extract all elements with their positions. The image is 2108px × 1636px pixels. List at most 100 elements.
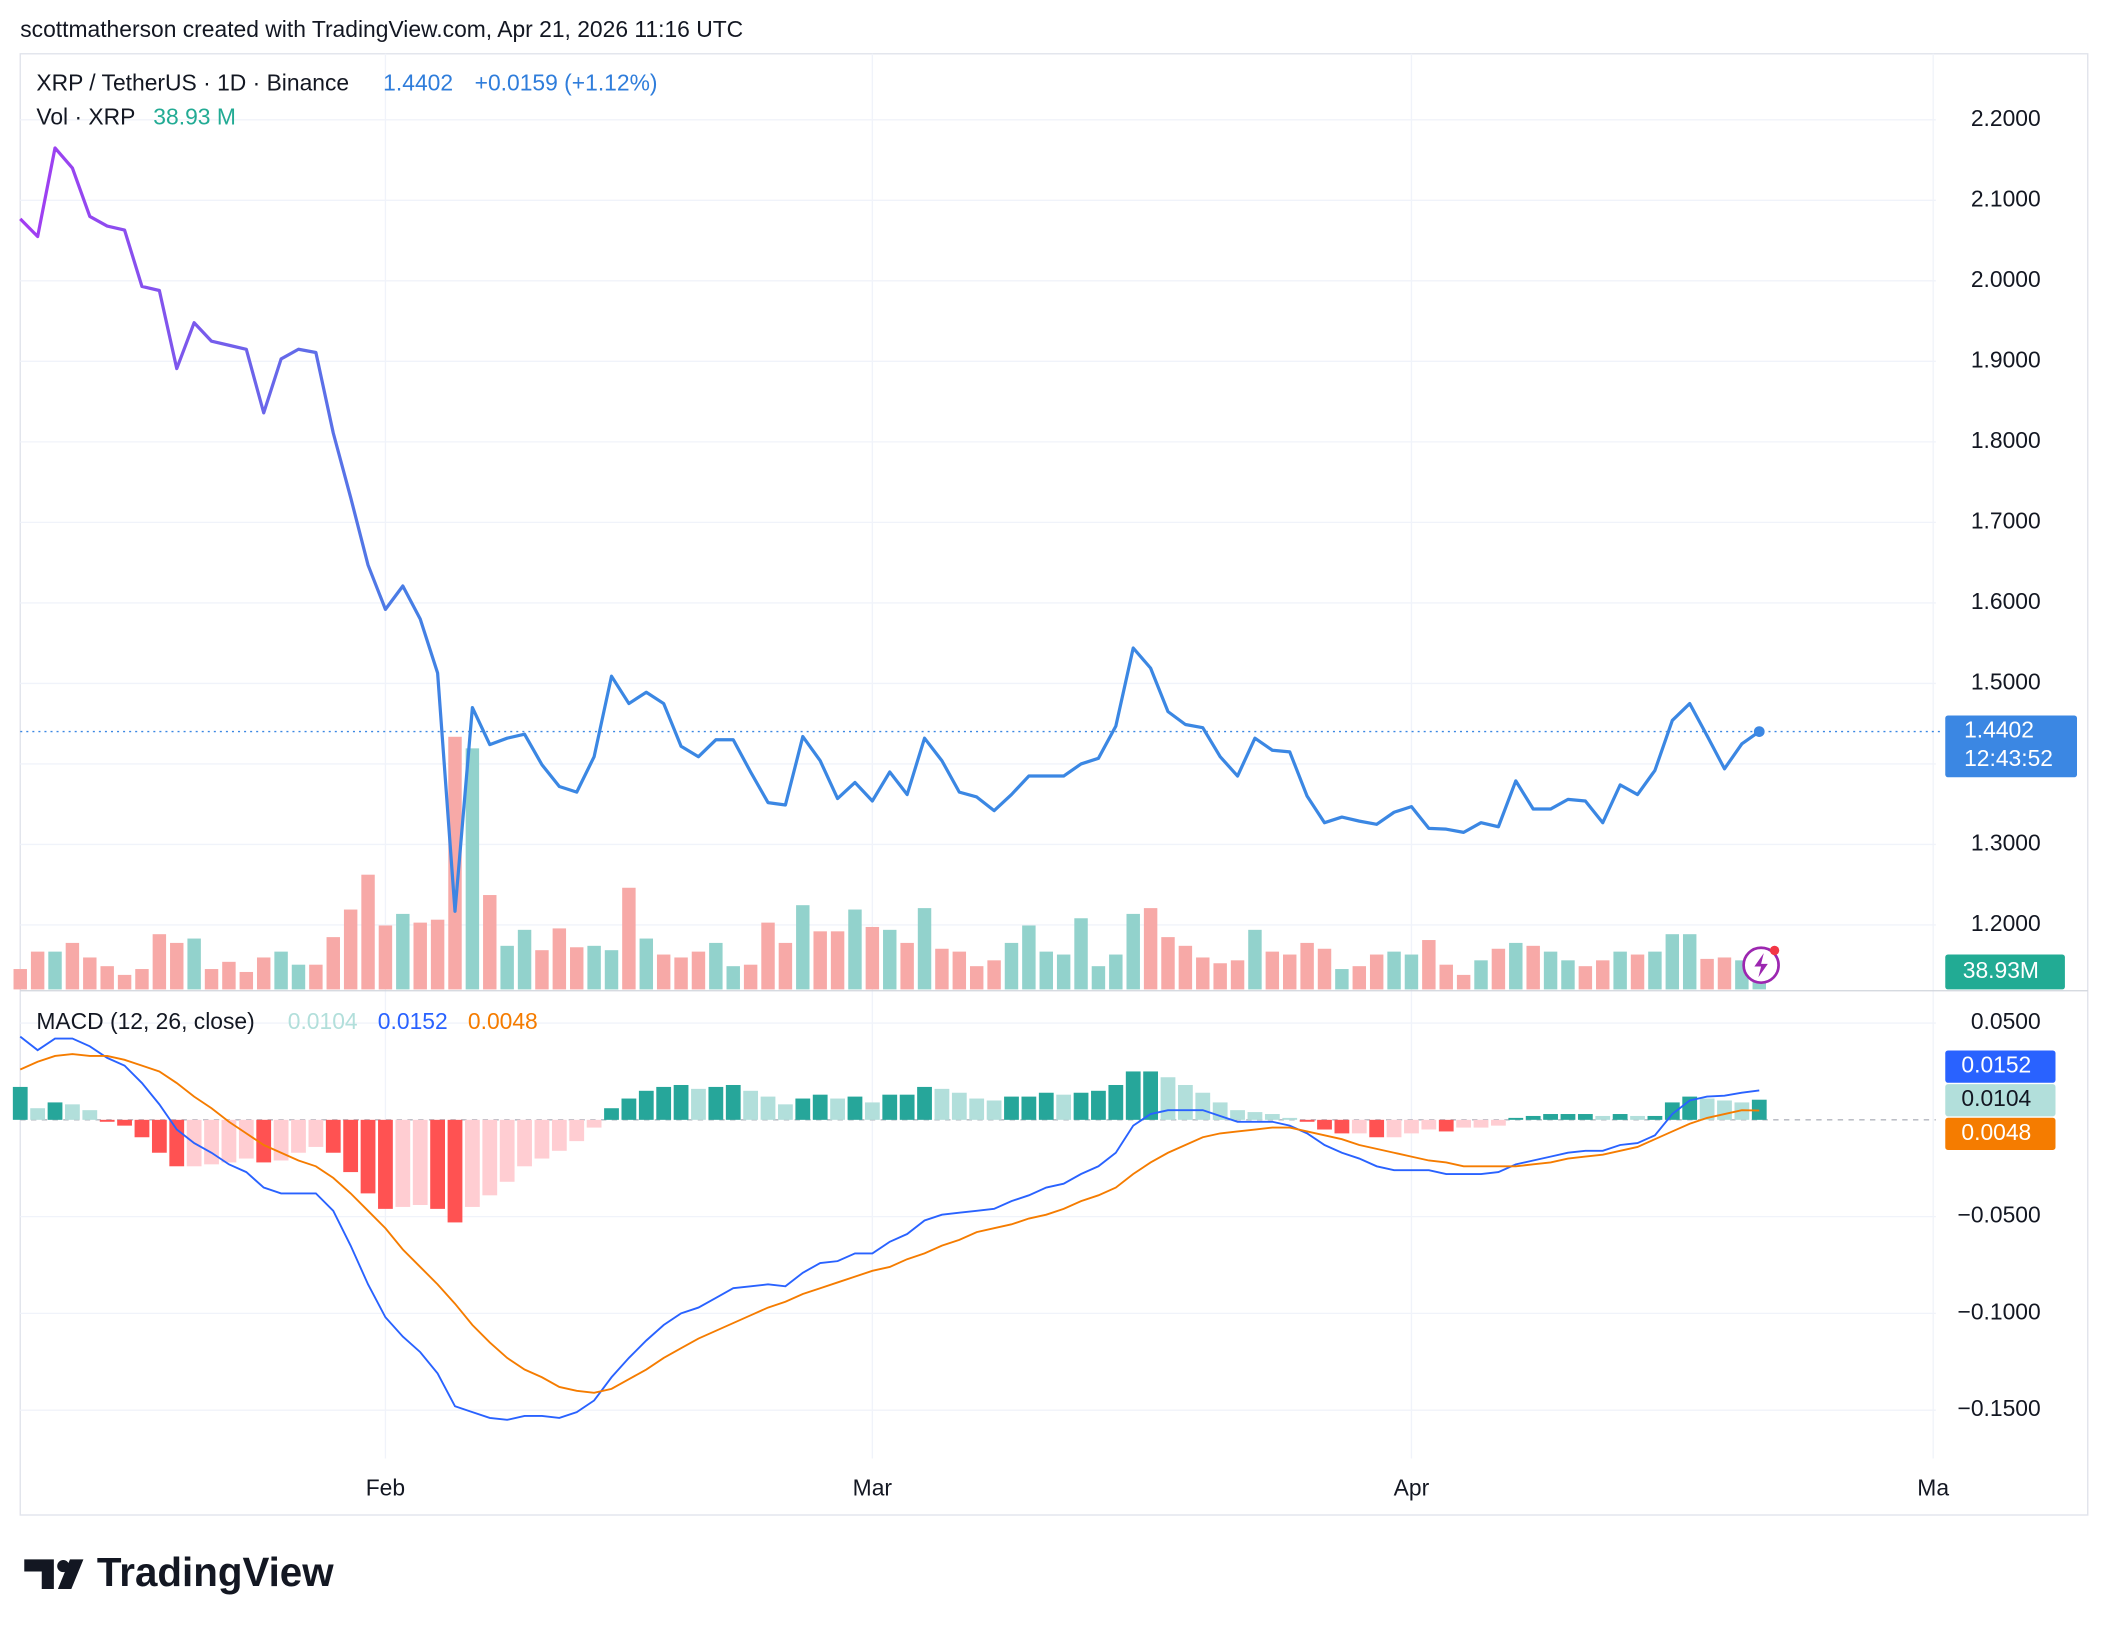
- macd-histogram-bar: [412, 1119, 428, 1205]
- alert-icon-bolt: [1754, 953, 1768, 978]
- attribution: scottmatherson created with TradingView.…: [20, 16, 743, 42]
- volume-bar: [1387, 951, 1401, 990]
- volume-bar: [170, 942, 184, 990]
- volume-bar: [1439, 964, 1453, 990]
- macd-histogram-bar: [1664, 1102, 1680, 1120]
- macd-histogram-bar: [1386, 1119, 1402, 1138]
- y-tick-label: 1.6000: [1971, 588, 2041, 614]
- x-tick-label: Apr: [1394, 1475, 1430, 1501]
- y-tick-label: 0.0500: [1971, 1008, 2041, 1034]
- alert-dot: [1769, 945, 1780, 956]
- macd-histogram-bar: [673, 1084, 689, 1120]
- macd-histogram-bar: [499, 1119, 515, 1182]
- volume-bar: [1213, 963, 1227, 990]
- macd-histogram-bar: [1125, 1071, 1141, 1120]
- volume-bar: [204, 969, 219, 990]
- volume-badge: [1945, 954, 2065, 990]
- macd-histogram-bar: [847, 1096, 863, 1120]
- macd-histogram-bar: [778, 1104, 793, 1120]
- macd-hist-last: 0.0104: [288, 1008, 358, 1034]
- volume-bar: [343, 909, 358, 990]
- macd-histogram-bar: [934, 1088, 950, 1120]
- macd-histogram-bar: [1091, 1090, 1106, 1120]
- macd-histogram-bar: [1456, 1119, 1472, 1128]
- volume-bar: [674, 957, 688, 990]
- volume-bar: [1317, 948, 1332, 990]
- volume-bar: [883, 929, 897, 990]
- volume-bar: [1039, 951, 1053, 990]
- volume-bar: [1404, 954, 1419, 990]
- y-tick-label: 1.5000: [1971, 668, 2041, 694]
- volume-bar: [378, 925, 393, 990]
- volume-bar: [1613, 951, 1627, 990]
- macd-histogram-bar: [1073, 1092, 1089, 1120]
- volume-bar: [117, 974, 132, 990]
- macd-histogram-bar: [1508, 1117, 1524, 1120]
- macd-histogram-bar: [1299, 1119, 1315, 1122]
- macd-histogram-bar: [134, 1119, 150, 1138]
- macd-histogram-bar: [47, 1102, 63, 1120]
- macd-histogram-bar: [1021, 1096, 1037, 1120]
- volume-bar: [30, 951, 45, 990]
- volume-bar: [1248, 929, 1262, 990]
- volume-bar: [465, 748, 480, 990]
- volume-bar: [535, 950, 549, 990]
- volume-bar: [587, 945, 601, 990]
- macd-histogram-bar: [708, 1086, 724, 1120]
- macd-signal-last: 0.0048: [468, 1008, 538, 1034]
- volume-last: 38.93 M: [153, 103, 236, 129]
- price-change: +0.0159 (+1.12%): [475, 70, 658, 96]
- volume-bar: [1022, 925, 1036, 990]
- volume-bar: [48, 951, 62, 990]
- volume-bar: [969, 966, 984, 990]
- volume-bar: [778, 942, 793, 990]
- volume-bar: [1109, 954, 1123, 990]
- macd-histogram-bar: [1056, 1094, 1072, 1120]
- volume-bar: [1648, 951, 1662, 990]
- macd-histogram-bar: [1421, 1119, 1437, 1130]
- volume-bar: [1630, 954, 1645, 990]
- volume-bar: [1578, 966, 1593, 990]
- volume-bar: [430, 919, 445, 990]
- macd-histogram-bar: [1560, 1114, 1576, 1120]
- volume-bar: [761, 922, 775, 990]
- volume-bar: [413, 922, 427, 990]
- macd-histogram-bar: [1351, 1119, 1367, 1134]
- macd-histogram-bar: [656, 1086, 672, 1120]
- macd-histogram-bar: [1282, 1117, 1298, 1120]
- volume-bar: [743, 964, 758, 990]
- volume-bar: [935, 948, 949, 990]
- volume-badge-value: 38.93M: [1963, 957, 2039, 983]
- volume-bar: [1474, 960, 1488, 990]
- y-tick-label: 1.9000: [1971, 346, 2041, 372]
- volume-bar: [1196, 957, 1210, 990]
- macd-histogram-bar: [760, 1096, 776, 1120]
- macd-histogram-bar: [1525, 1115, 1541, 1120]
- volume-bar: [1509, 942, 1523, 990]
- volume-bar: [1265, 951, 1280, 990]
- macd-histogram-bar: [99, 1119, 115, 1122]
- volume-bar: [1543, 951, 1558, 990]
- volume-bar: [222, 961, 236, 990]
- macd-histogram-bar: [308, 1119, 324, 1147]
- macd-histogram-bar: [395, 1119, 411, 1207]
- macd-histogram-bar: [430, 1119, 446, 1209]
- macd-histogram-bar: [482, 1119, 498, 1196]
- macd-histogram-bar: [1038, 1092, 1054, 1120]
- volume-bar: [361, 874, 375, 990]
- volume-bar: [1300, 942, 1314, 990]
- volume-bar: [830, 931, 845, 990]
- y-tick-label: 1.3000: [1971, 829, 2041, 855]
- y-tick-label: 1.2000: [1971, 910, 2041, 936]
- signal-line: [19, 1053, 1760, 1394]
- macd-histogram-bar: [1404, 1119, 1419, 1134]
- volume-bar: [709, 942, 723, 990]
- macd-histogram-bar: [1317, 1119, 1332, 1130]
- y-tick-label: 1.8000: [1971, 427, 2041, 453]
- macd-histogram-bar: [1612, 1114, 1628, 1120]
- macd-histogram-bar: [1734, 1102, 1750, 1120]
- volume-bar: [1335, 969, 1349, 990]
- volume-bar: [274, 951, 288, 990]
- macd-histogram-bar: [1334, 1119, 1350, 1134]
- volume-bar: [1422, 940, 1436, 990]
